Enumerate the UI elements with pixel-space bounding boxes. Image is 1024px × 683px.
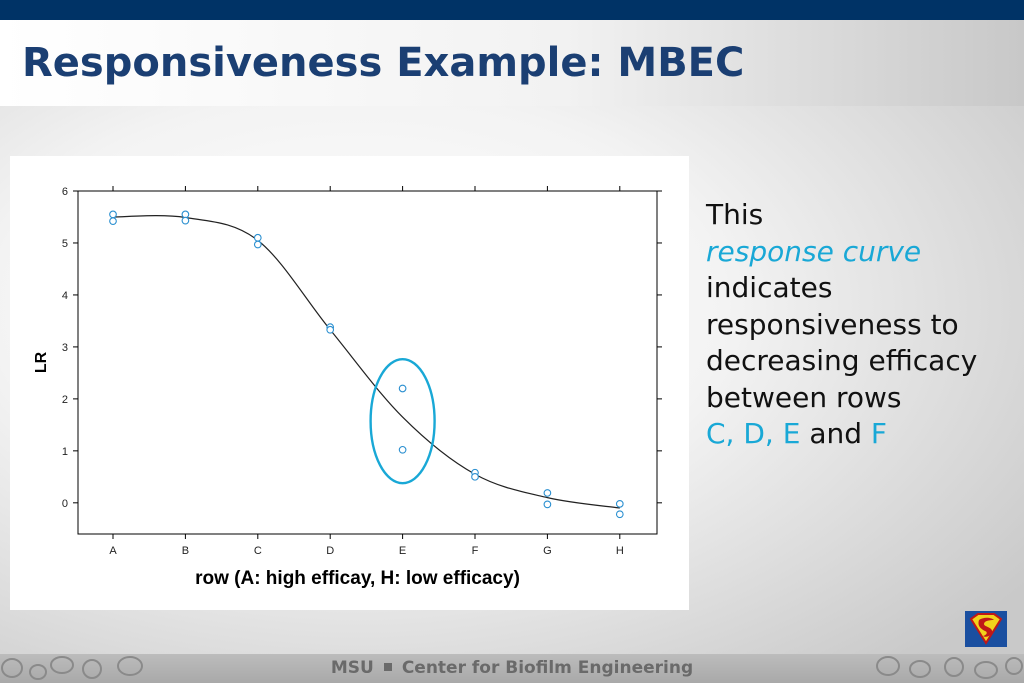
y-tick-label: 2 [62, 394, 68, 406]
fit-line [112, 215, 620, 509]
data-point [109, 210, 117, 219]
superman-shield-icon [965, 611, 1007, 647]
x-axis-label: row (A: high efficay, H: low efficacy) [195, 568, 520, 589]
footer-bar: MSU Center for Biofilm Engineering [0, 654, 1024, 683]
and-word: and [809, 417, 862, 450]
side-line-1: This [706, 198, 764, 231]
response-curve-chart: A B C D E F G H 0 1 2 3 4 5 6 row (A: high efficay, H:… [33, 186, 662, 589]
y-tick-label: 5 [62, 238, 68, 250]
x-tick-label: A [109, 545, 117, 557]
data-point [398, 384, 407, 393]
data-point [615, 510, 624, 519]
x-tick-label: B [182, 545, 189, 557]
y-tick-label: 0 [62, 498, 68, 510]
data-point [615, 500, 624, 508]
rows-highlight: C, D, E [706, 417, 801, 450]
data-point [326, 325, 335, 334]
cells-decoration-right-icon [876, 656, 1023, 679]
cells-decoration-left-icon [1, 656, 143, 680]
y-tick-label: 3 [62, 342, 68, 354]
data-point [398, 445, 407, 454]
plot-frame [77, 190, 658, 535]
data-point [253, 240, 262, 249]
title-bar [0, 20, 1024, 106]
footer-text: MSU Center for Biofilm Engineering [0, 658, 1024, 678]
x-tick-label: D [326, 545, 334, 557]
data-point [181, 216, 190, 225]
side-line-4: responsiveness to [706, 307, 959, 341]
x-tick-label: G [543, 545, 552, 557]
footer-center-name: Center for Biofilm Engineering [401, 658, 694, 678]
side-line-5: decreasing efficacy [706, 344, 978, 377]
chart-panel: A B C D E F G H 0 1 2 3 4 5 6 row (A: high efficay, H:… [10, 156, 689, 610]
y-tick-label: 6 [62, 186, 68, 198]
y-axis-label: LR [33, 351, 50, 373]
data-point [181, 210, 190, 219]
side-line-response-curve: response curve [706, 234, 922, 268]
data-point [471, 472, 479, 481]
side-line-6: between rows [706, 380, 902, 414]
side-line-3: indicates [706, 271, 833, 304]
footer-separator-icon [383, 663, 392, 671]
y-tick-label: 1 [62, 446, 68, 458]
side-line-rows: C, D, E and F [706, 416, 1016, 453]
data-point [543, 500, 552, 509]
data-point [109, 217, 117, 225]
row-f-highlight: F [870, 417, 888, 450]
data-point [253, 233, 262, 242]
highlight-ellipse [369, 357, 436, 485]
side-explanation: This response curve indicates responsive… [706, 197, 1016, 453]
x-tick-label: H [616, 545, 624, 557]
x-tick-label: F [472, 545, 479, 557]
slide-title: Responsiveness Example: MBEC [22, 40, 745, 86]
x-tick-label: E [399, 545, 406, 557]
y-tick-label: 4 [62, 290, 68, 302]
data-point [543, 489, 552, 497]
footer-msu: MSU [330, 658, 374, 678]
x-tick-label: C [254, 545, 262, 557]
top-bar [0, 0, 1024, 20]
